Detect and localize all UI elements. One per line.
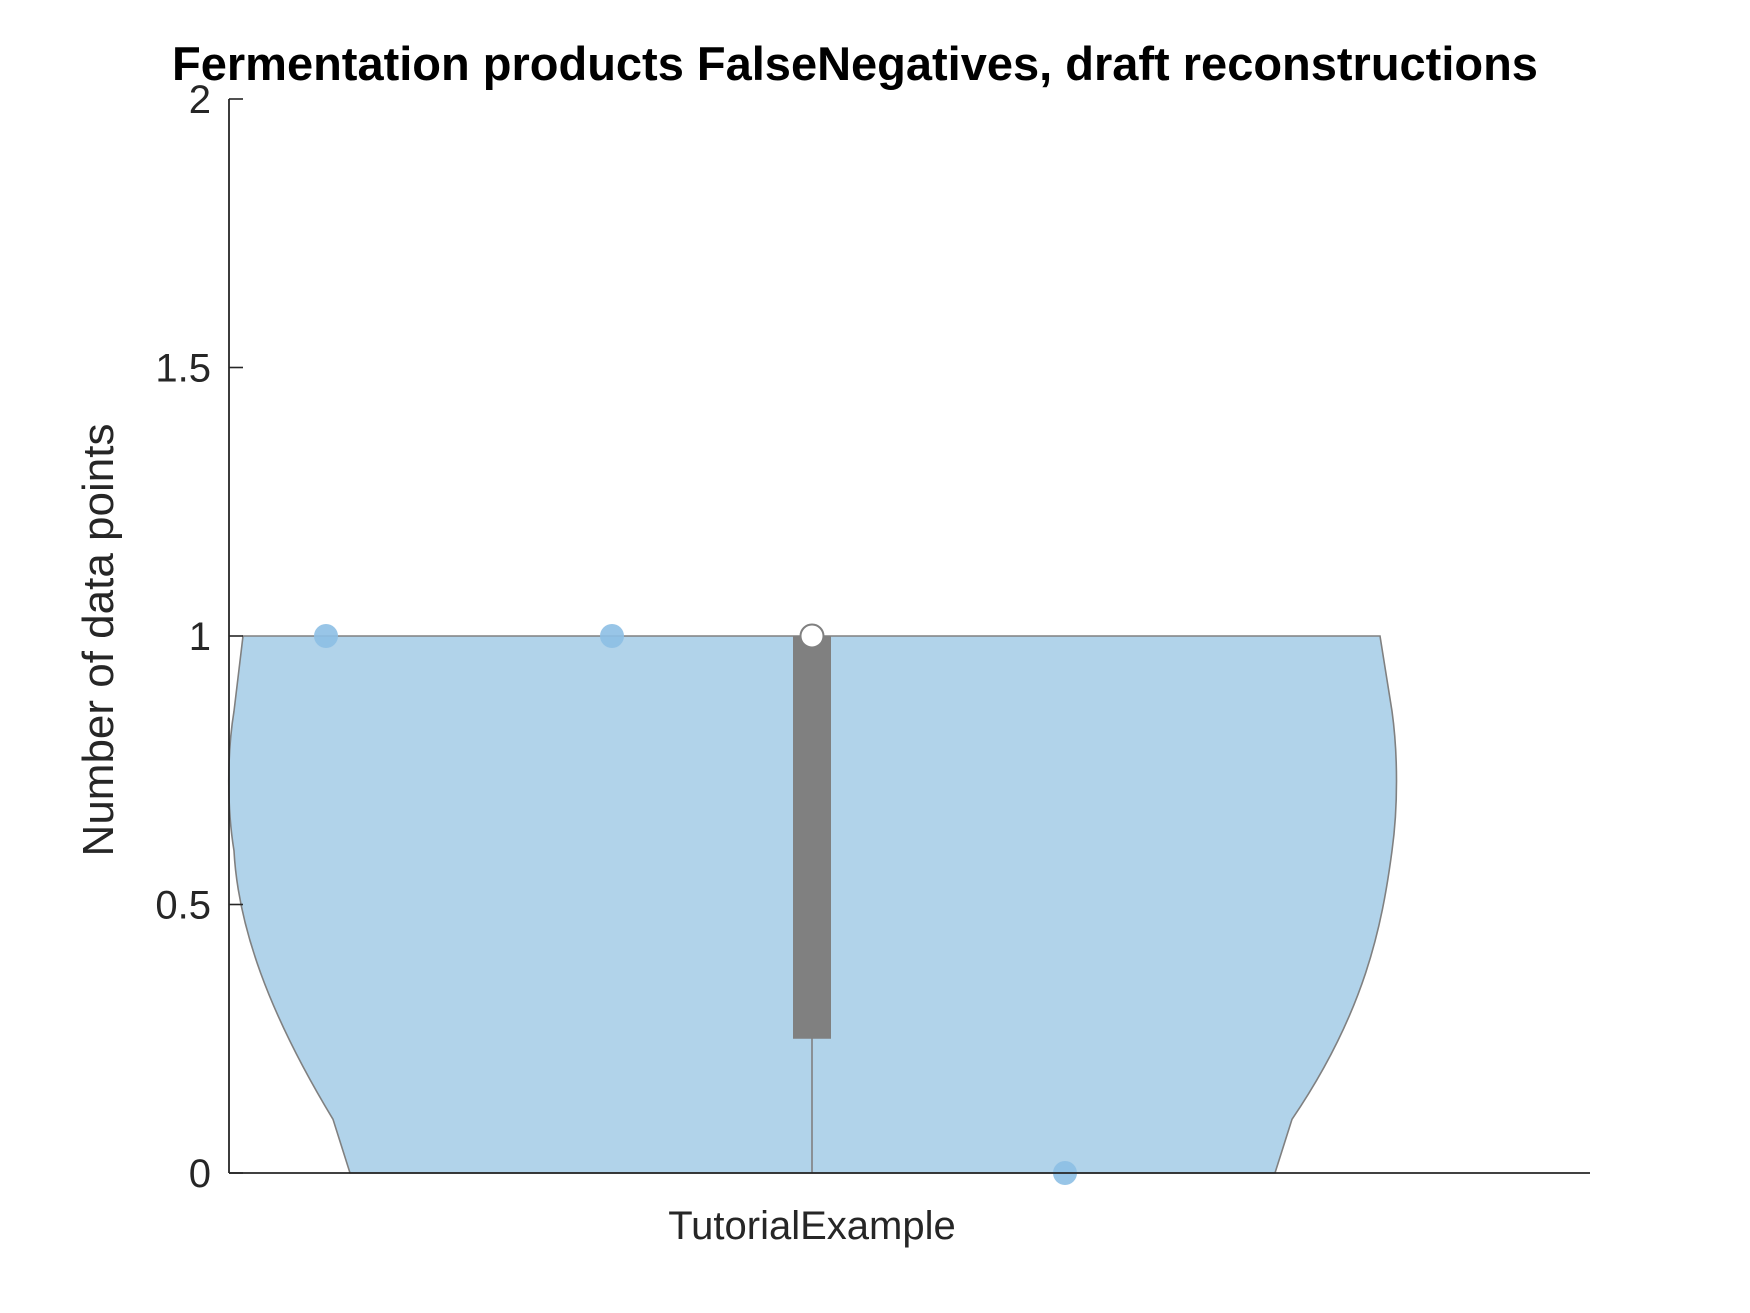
y-axis-label: Number of data points xyxy=(74,424,123,857)
x-tick-label: TutorialExample xyxy=(668,1204,956,1248)
axes: 0 0.5 1 1.5 2 TutorialExample xyxy=(155,78,1590,1248)
chart-title: Fermentation products FalseNegatives, dr… xyxy=(172,37,1538,90)
y-tick-label: 2 xyxy=(189,78,211,122)
plot-area xyxy=(227,623,1398,1185)
y-tick-label: 1.5 xyxy=(155,347,211,391)
iqr-box xyxy=(793,636,831,1039)
y-tick-label: 0.5 xyxy=(155,884,211,928)
data-point xyxy=(600,624,624,648)
y-tick-label: 0 xyxy=(189,1152,211,1196)
data-point xyxy=(314,624,338,648)
y-tick-label: 1 xyxy=(189,615,211,659)
median-marker xyxy=(799,623,825,649)
